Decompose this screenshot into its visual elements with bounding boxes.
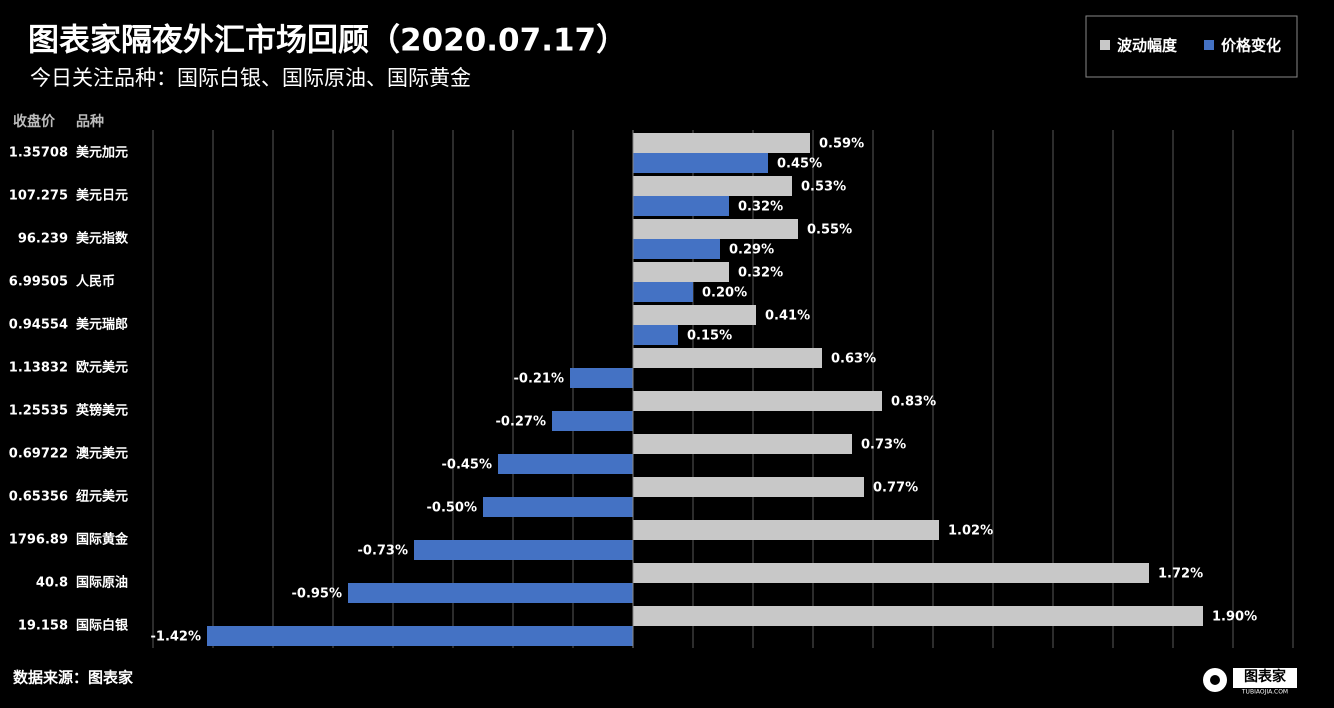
legend-swatch [1204, 40, 1214, 50]
column-header: 收盘价 [13, 113, 56, 130]
legend-label: 价格变化 [1221, 37, 1281, 55]
logo-url: TUBIAOJIA.COM [1241, 689, 1288, 696]
value-label: -1.42% [151, 630, 202, 645]
bar [498, 454, 633, 474]
bar [633, 563, 1149, 583]
bar [633, 133, 810, 153]
close-price: 1.35708 [9, 146, 68, 161]
category-label: 国际白银 [76, 618, 129, 634]
bar [570, 368, 633, 388]
close-price: 40.8 [36, 576, 68, 591]
value-label: 0.55% [807, 223, 852, 238]
value-label: -0.95% [292, 587, 343, 602]
close-price: 0.69722 [9, 447, 68, 462]
bar [633, 434, 852, 454]
category-label: 国际黄金 [76, 532, 129, 548]
bar [633, 520, 939, 540]
category-label: 国际原油 [76, 575, 128, 591]
close-price: 1.25535 [9, 404, 68, 419]
value-label: 0.32% [738, 266, 783, 281]
source: 数据来源：图表家 [13, 669, 133, 687]
close-price: 19.158 [18, 619, 68, 634]
bar [633, 391, 882, 411]
close-price: 0.94554 [9, 318, 68, 333]
bar [633, 305, 756, 325]
category-label: 澳元美元 [76, 446, 128, 462]
value-label: 0.32% [738, 200, 783, 215]
chart-title: 图表家隔夜外汇市场回顾（2020.07.17） [28, 23, 627, 59]
close-price: 1796.89 [9, 533, 68, 548]
category-label: 美元指数 [76, 231, 129, 247]
category-label: 人民币 [76, 274, 115, 290]
value-label: 0.83% [891, 395, 936, 410]
logo-icon [1210, 675, 1220, 685]
bar [633, 348, 822, 368]
category-label: 纽元美元 [76, 489, 128, 505]
bar [552, 411, 633, 431]
value-label: 0.59% [819, 137, 864, 152]
value-label: 1.90% [1212, 610, 1257, 625]
close-price: 107.275 [9, 189, 68, 204]
value-label: 0.73% [861, 438, 906, 453]
close-price: 0.65356 [9, 490, 68, 505]
bar [414, 540, 633, 560]
bar [348, 583, 633, 603]
column-header: 品种 [76, 113, 104, 130]
category-label: 美元瑞郎 [76, 317, 128, 333]
value-label: 0.77% [873, 481, 918, 496]
value-label: 0.53% [801, 180, 846, 195]
logo-text: 图表家 [1244, 668, 1287, 685]
category-label: 欧元美元 [76, 360, 128, 376]
bar [633, 219, 798, 239]
chart-subtitle: 今日关注品种：国际白银、国际原油、国际黄金 [30, 66, 471, 90]
bar [633, 239, 720, 259]
close-price: 1.13832 [9, 361, 68, 376]
value-label: 0.63% [831, 352, 876, 367]
bar [633, 196, 729, 216]
bar [633, 282, 693, 302]
bar [633, 153, 768, 173]
value-label: -0.45% [442, 458, 493, 473]
bar [207, 626, 633, 646]
legend-label: 波动幅度 [1117, 37, 1178, 55]
bar [633, 176, 792, 196]
value-label: -0.73% [358, 544, 409, 559]
logo-box [1233, 668, 1297, 688]
category-label: 美元加元 [76, 145, 128, 161]
value-label: 0.20% [702, 286, 747, 301]
legend-box [1085, 15, 1298, 78]
legend-swatch [1100, 40, 1110, 50]
close-price: 6.99505 [9, 275, 68, 290]
value-label: -0.21% [514, 372, 565, 387]
value-label: 0.41% [765, 309, 810, 324]
bar [633, 325, 678, 345]
bar [633, 606, 1203, 626]
value-label: 0.45% [777, 157, 822, 172]
value-label: -0.27% [496, 415, 547, 430]
value-label: 0.29% [729, 243, 774, 258]
value-label: -0.50% [427, 501, 478, 516]
value-label: 0.15% [687, 329, 732, 344]
bar [633, 262, 729, 282]
close-price: 96.239 [18, 232, 68, 247]
value-label: 1.02% [948, 524, 993, 539]
bar [483, 497, 633, 517]
bar [633, 477, 864, 497]
category-label: 英镑美元 [75, 403, 128, 419]
category-label: 美元日元 [76, 188, 128, 204]
value-label: 1.72% [1158, 567, 1203, 582]
